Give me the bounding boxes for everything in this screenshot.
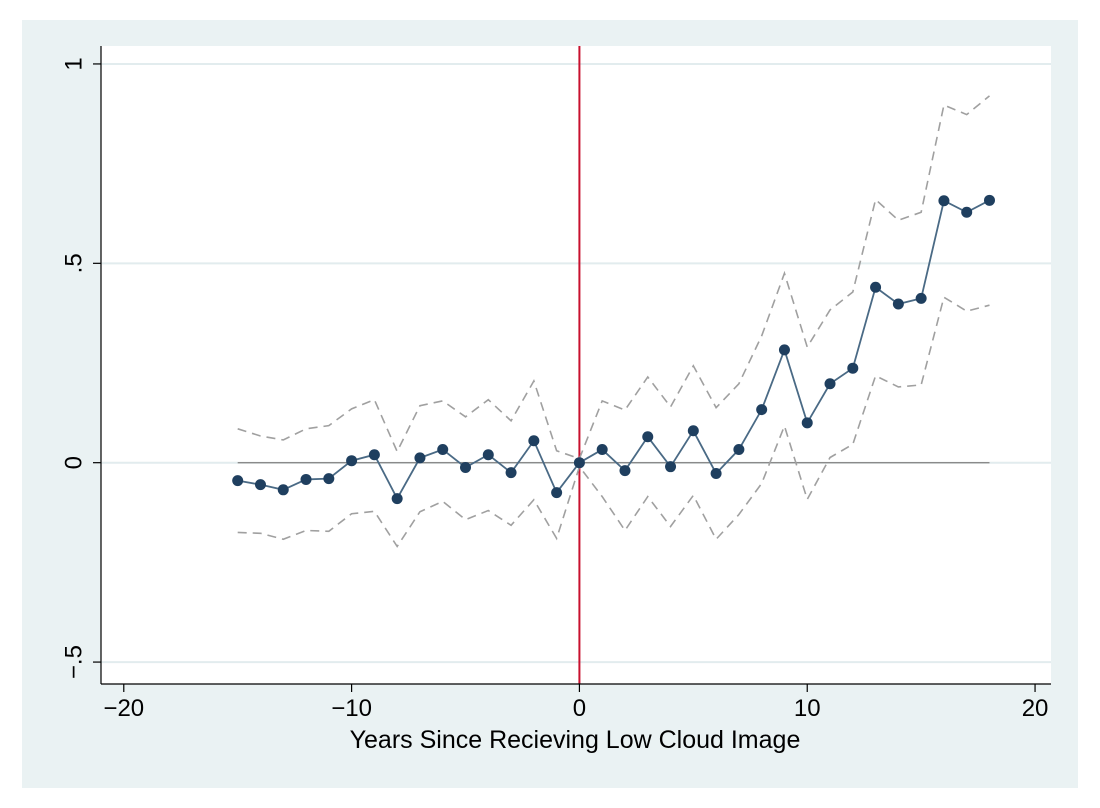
estimate-point (665, 461, 677, 473)
axes: −.5 0 .5 1 −20 −10 0 10 20 (60, 46, 1051, 722)
estimate-point (482, 449, 494, 461)
estimate-point (391, 493, 403, 505)
estimate-point (687, 425, 699, 437)
estimate-point (300, 473, 312, 485)
estimate-point (323, 473, 335, 485)
estimate-point (551, 487, 563, 499)
estimate-point (254, 479, 266, 491)
series-layer (232, 95, 995, 548)
estimate-point (573, 457, 585, 469)
estimate-point (915, 292, 927, 304)
x-axis-title: Years Since Recieving Low Cloud Image (350, 726, 801, 754)
estimate-point (961, 206, 973, 218)
y-tick-label: 0 (60, 456, 87, 469)
lower-ci-line (237, 295, 990, 548)
upper-ci-line (237, 95, 990, 460)
estimate-point (368, 449, 380, 461)
estimate-point (642, 431, 654, 443)
estimate-point (346, 455, 358, 467)
estimate-point (619, 465, 631, 477)
estimate-line (237, 199, 990, 501)
y-tick-label: 1 (60, 57, 87, 70)
plot-area (101, 46, 1051, 684)
estimate-point (596, 444, 608, 456)
estimate-point (437, 444, 449, 456)
estimate-point (710, 467, 722, 479)
estimate-point (870, 281, 882, 293)
y-tick-label: .5 (60, 253, 87, 273)
estimate-point (938, 195, 950, 207)
x-tick-label: 20 (1022, 695, 1049, 722)
estimate-point (756, 404, 768, 416)
estimate-point (801, 417, 813, 429)
reference-lines (237, 46, 990, 684)
x-tick-label: 10 (794, 695, 821, 722)
estimate-point (778, 344, 790, 356)
x-tick-label: 0 (573, 695, 586, 722)
y-tick-label: −.5 (60, 645, 87, 679)
estimate-point (277, 484, 289, 496)
estimate-point (528, 435, 540, 447)
estimate-point (414, 452, 426, 464)
estimate-point (505, 467, 517, 479)
estimate-point (460, 461, 472, 473)
x-tick-label: −10 (331, 695, 372, 722)
estimate-point (232, 475, 244, 487)
estimate-point (892, 298, 904, 310)
estimate-point (983, 194, 995, 206)
estimate-point (847, 362, 859, 374)
x-tick-label: −20 (103, 695, 144, 722)
estimate-point (733, 444, 745, 456)
estimate-point (824, 378, 836, 390)
